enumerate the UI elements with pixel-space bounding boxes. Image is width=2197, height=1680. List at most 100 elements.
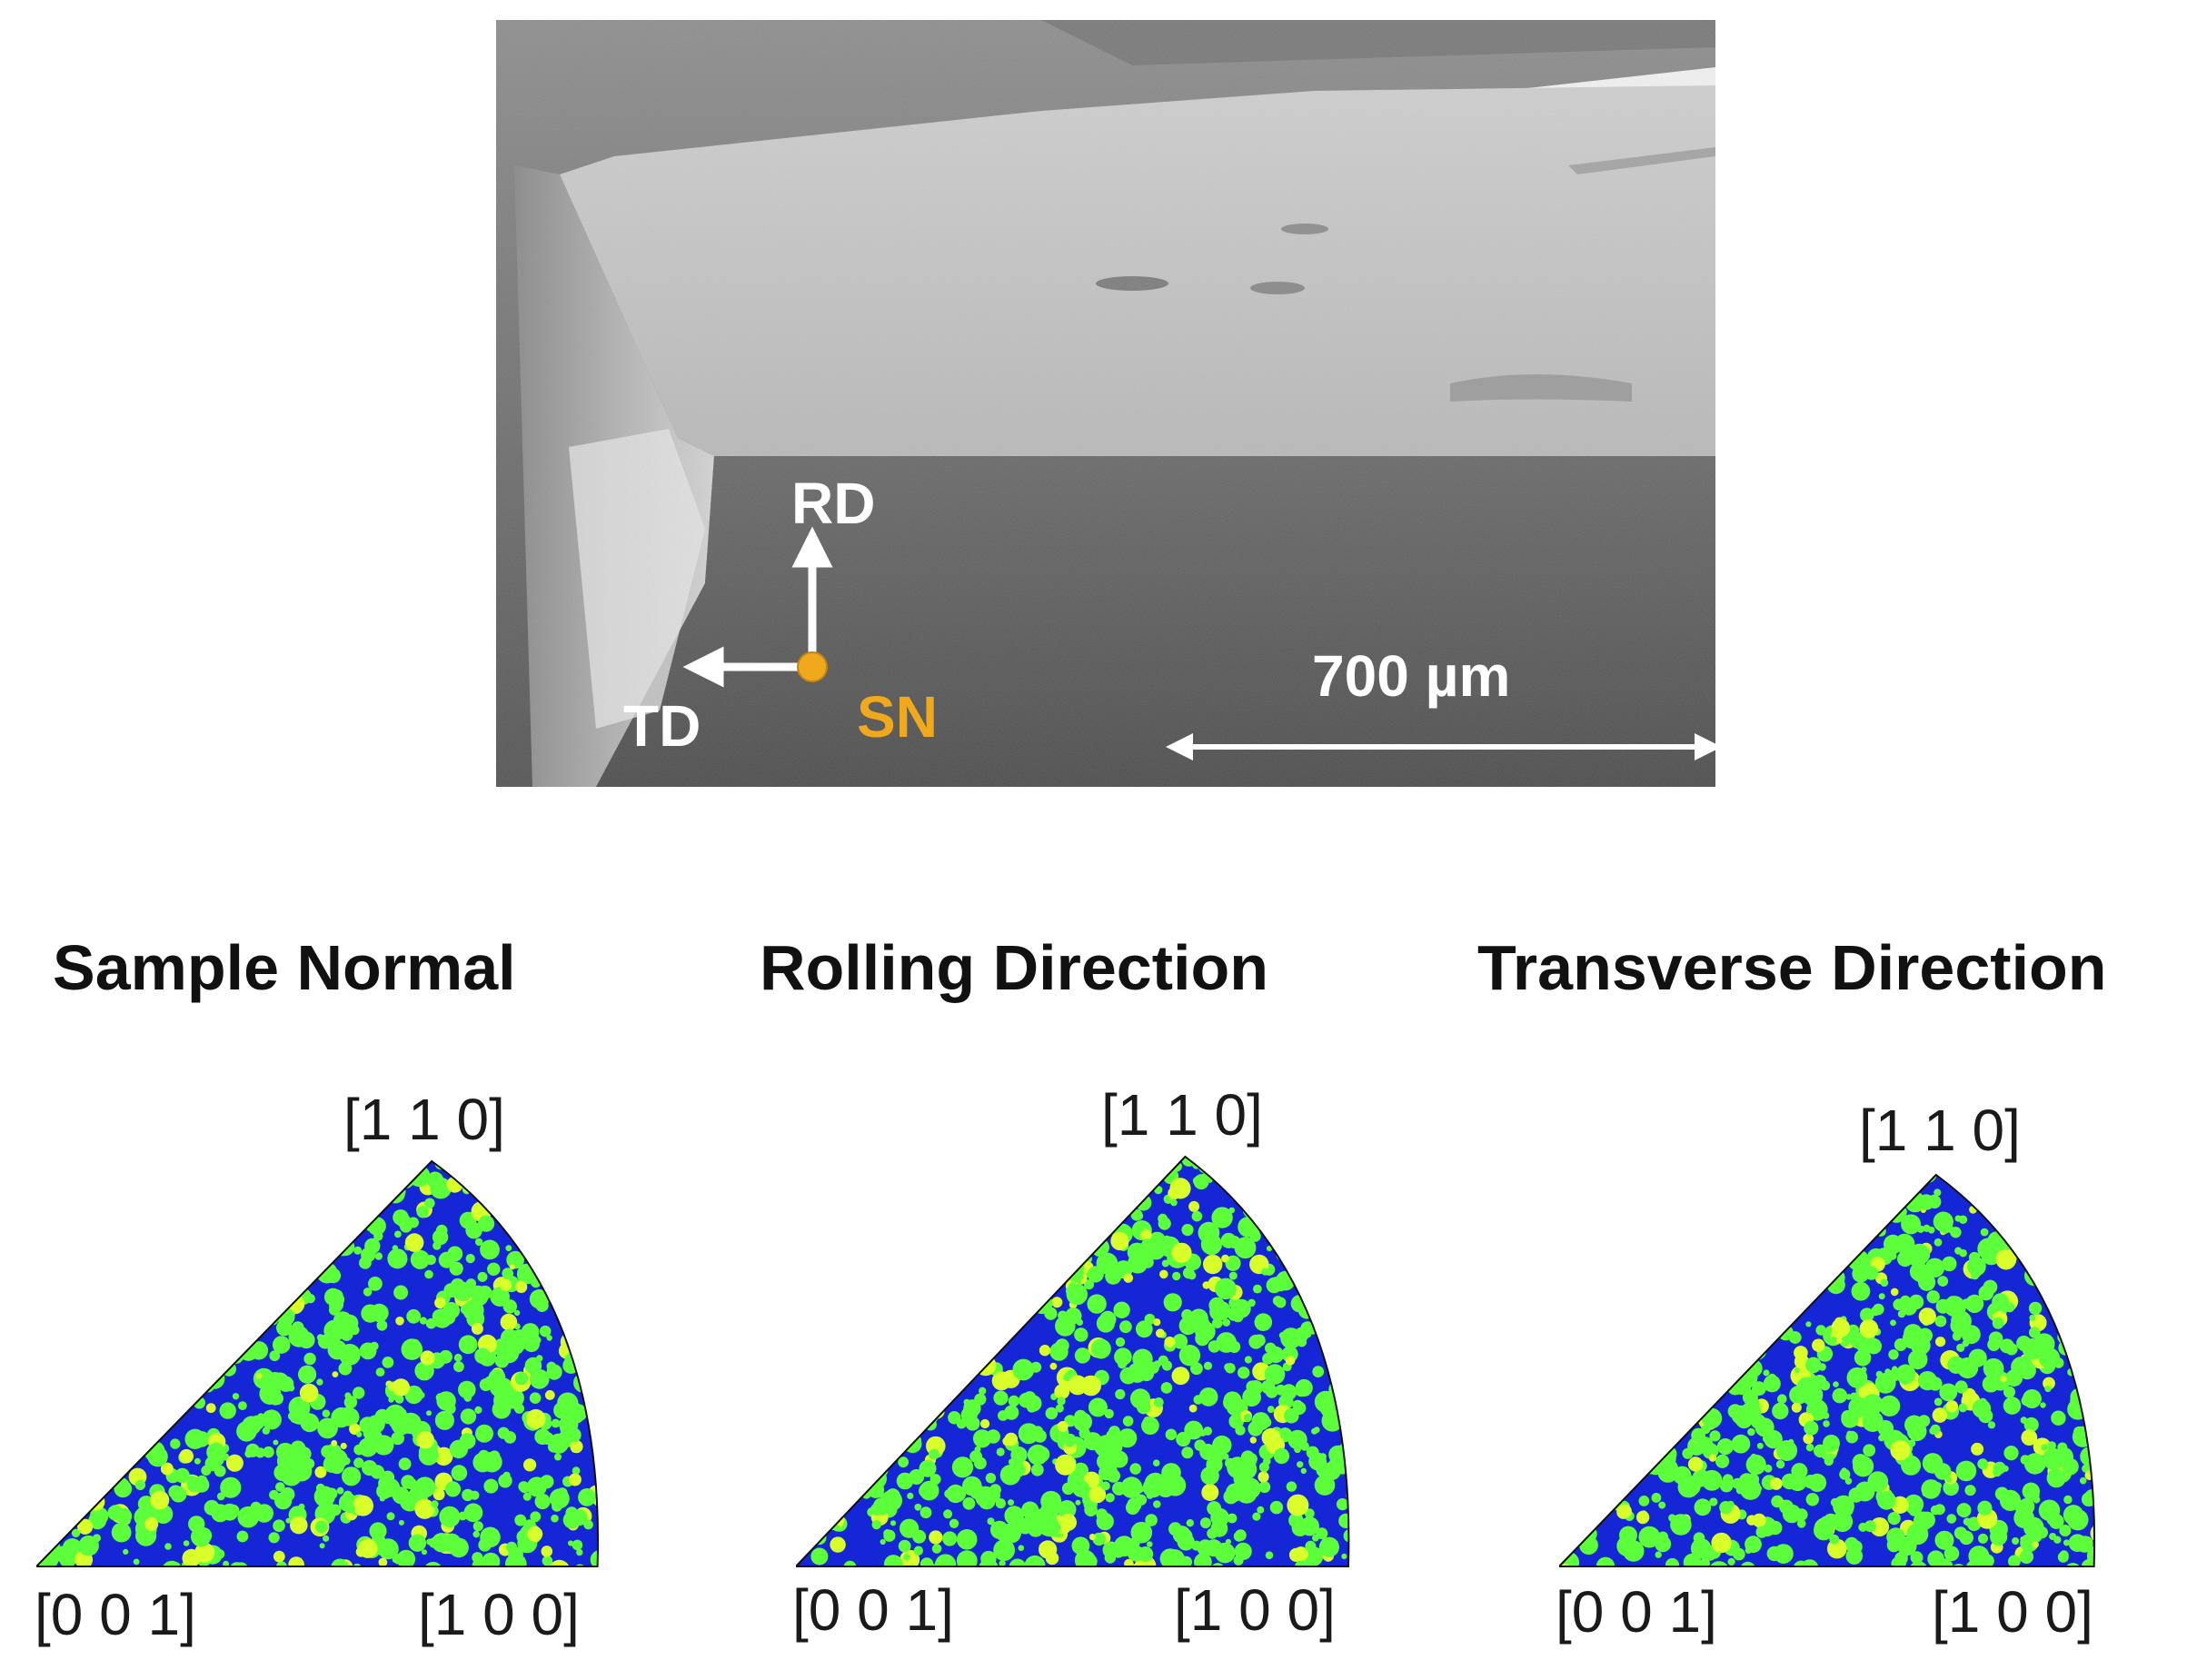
ipf-texture-spot xyxy=(58,1301,75,1317)
ipf-texture-spot xyxy=(815,1177,828,1188)
ipf-texture-spot xyxy=(1044,1194,1052,1202)
ipf-texture-spot xyxy=(333,1173,347,1188)
ipf-texture-spot xyxy=(1801,1384,1824,1407)
ipf-texture-spot xyxy=(2038,1347,2061,1369)
ipf-texture-spot xyxy=(256,1164,277,1186)
ipf-texture-spot xyxy=(173,1392,183,1402)
ipf-texture-spot xyxy=(893,1332,911,1350)
ipf-texture-spot xyxy=(1312,1534,1319,1542)
ipf-texture-spot xyxy=(2080,1267,2095,1287)
ipf-texture-spot xyxy=(447,1246,463,1262)
ipf-texture-spot xyxy=(268,1246,282,1258)
ipf-texture-spot xyxy=(1977,1500,1993,1516)
ipf-texture-spot xyxy=(1627,1348,1642,1364)
ipf-texture-spot xyxy=(342,1466,362,1486)
ipf-texture-spot xyxy=(867,1397,881,1412)
ipf-texture-spot xyxy=(1878,1293,1885,1300)
ipf-texture-spot xyxy=(522,1329,537,1344)
ipf-texture-spot xyxy=(257,1413,264,1419)
ipf-texture-spot xyxy=(889,1181,904,1197)
ipf-texture-spot xyxy=(1299,1516,1319,1536)
ipf-texture-spot xyxy=(837,1178,859,1199)
ipf-texture-spot xyxy=(1748,1398,1760,1410)
ipf-texture-spot xyxy=(318,1161,336,1163)
ipf-texture-spot xyxy=(987,1287,999,1298)
ipf-texture-spot xyxy=(1683,1264,1705,1286)
ipf-texture-spot xyxy=(272,1336,291,1354)
ipf-texture-spot xyxy=(299,1383,319,1403)
ipf-texture-spot xyxy=(1794,1346,1808,1360)
ipf-texture-spot xyxy=(501,1161,522,1171)
ipf-texture-spot xyxy=(1570,1483,1590,1503)
ipf-texture-spot xyxy=(82,1259,93,1269)
ipf-texture-spot xyxy=(817,1157,839,1173)
ipf-texture-spot xyxy=(1020,1158,1043,1179)
ipf-texture-spot xyxy=(1768,1192,1777,1201)
ipf-texture-spot xyxy=(1311,1427,1317,1435)
ipf-texture-spot xyxy=(1249,1230,1261,1242)
ipf-texture-spot xyxy=(109,1208,124,1224)
ipf-texture-spot xyxy=(131,1207,146,1222)
ipf-texture-spot xyxy=(1172,1297,1180,1306)
ipf-texture-spot xyxy=(593,1405,599,1417)
ipf-texture-spot xyxy=(259,1161,273,1162)
ipf-texture-spot xyxy=(890,1520,897,1526)
ipf-texture-spot xyxy=(582,1346,597,1360)
ipf-texture-spot xyxy=(1039,1540,1058,1559)
ipf-texture-spot xyxy=(1740,1332,1755,1347)
ipf-texture-spot xyxy=(41,1257,62,1277)
ipf-texture-spot xyxy=(453,1361,464,1373)
ipf-texture-spot xyxy=(1878,1434,1885,1442)
ipf-texture-spot xyxy=(511,1171,518,1178)
ipf-texture-spot xyxy=(527,1154,534,1158)
ipf-texture-spot xyxy=(1776,1440,1798,1461)
ipf-texture-spot xyxy=(855,1446,870,1462)
ipf-texture-spot xyxy=(1049,1342,1069,1361)
ipf-texture-spot xyxy=(1766,1275,1778,1287)
ipf-texture-spot xyxy=(316,1378,323,1386)
ipf-texture-spot xyxy=(131,1306,148,1323)
ipf-texture-spot xyxy=(1772,1402,1789,1420)
ipf-texture-spot xyxy=(590,1550,599,1566)
ipf-texture-spot xyxy=(170,1231,185,1247)
ipf-texture-spot xyxy=(352,1194,372,1214)
ipf-texture-spot xyxy=(1203,1427,1212,1436)
ipf-texture-spot xyxy=(1228,1207,1235,1214)
ipf-texture-spot xyxy=(498,1474,512,1488)
ipf-texture-spot xyxy=(1630,1266,1642,1277)
ipf-texture-spot xyxy=(1079,1205,1098,1226)
ipf-texture-spot xyxy=(71,1168,83,1179)
ipf-texture-spot xyxy=(1019,1171,1029,1181)
ipf-texture-spot xyxy=(1329,1278,1340,1288)
ipf-texture-spot xyxy=(255,1287,263,1295)
ipf-texture-spot xyxy=(1701,1387,1715,1401)
ipf-texture-spot xyxy=(963,1399,981,1417)
ipf-texture-spot xyxy=(1312,1174,1326,1188)
ipf-texture-spot xyxy=(200,1296,222,1317)
sem-micrograph: RD TD SN 700 µm xyxy=(496,20,1715,787)
ipf-texture-spot xyxy=(1559,1175,1578,1191)
ipf-texture-spot xyxy=(1660,1304,1672,1316)
ipf-texture-spot xyxy=(1351,1464,1368,1484)
ipf-texture-spot xyxy=(601,1516,618,1535)
ipf-texture-spot xyxy=(2063,1314,2078,1328)
ipf-texture-spot xyxy=(1141,1238,1153,1250)
ipf-texture-spot xyxy=(62,1318,69,1326)
ipf-texture-spot xyxy=(1907,1349,1928,1370)
ipf-texture-spot xyxy=(1118,1428,1138,1448)
ipf-texture-spot xyxy=(150,1185,166,1201)
ipf-texture-spot xyxy=(820,1235,842,1257)
ipf-texture-spot xyxy=(36,1442,56,1462)
ipf-texture-spot xyxy=(104,1469,116,1482)
ipf-texture-spot xyxy=(1980,1228,1989,1237)
ipf-texture-spot xyxy=(231,1277,245,1292)
ipf-texture-spot xyxy=(1715,1278,1736,1300)
ipf-texture-spot xyxy=(935,1317,954,1336)
ipf-texture-spot xyxy=(1296,1183,1317,1206)
ipf-texture-spot xyxy=(796,1180,815,1201)
ipf-texture-spot xyxy=(500,1328,519,1347)
ipf-texture-spot xyxy=(1580,1449,1599,1468)
ipf-texture-spot xyxy=(314,1520,328,1534)
ipf-texture-spot xyxy=(1805,1272,1814,1280)
ipf-texture-spot xyxy=(242,1416,262,1436)
